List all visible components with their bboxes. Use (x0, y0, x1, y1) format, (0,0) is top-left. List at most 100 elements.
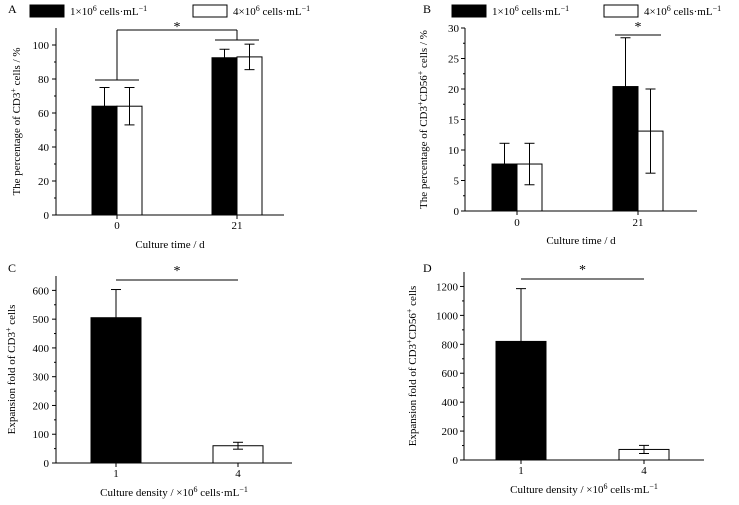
panel-c-y-tick-label: 400 (33, 343, 50, 355)
panel-c-x-axis-title-part: cells·mL (197, 487, 239, 499)
panel-a-legend-swatch (192, 4, 228, 18)
panel-b-y-axis-title-part: cells / % (418, 30, 430, 71)
panel-a-legend-swatch (29, 4, 65, 18)
panel-b-legend-label-part: −1 (713, 4, 722, 13)
panel-a-y-tick-label: 0 (44, 210, 50, 222)
panel-d-y-axis-title-part: cells (407, 286, 419, 309)
panel-b-x-tick-label: 0 (514, 217, 520, 229)
panel-c-y-tick-label: 200 (33, 400, 50, 412)
panel-a-x-tick-label: 21 (232, 220, 243, 232)
panel-a-legend-label-part: cells·mL (97, 6, 139, 18)
panel-b-x-axis-title: Culture time / d (546, 235, 616, 247)
panel-d-y-tick-label: 400 (442, 397, 459, 409)
panel-a-letter: A (8, 2, 17, 16)
panel-c-x-axis-title-part: −1 (239, 485, 248, 494)
panel-c-x-tick-label: 1 (113, 468, 119, 480)
panel-c-x-tick-label: 4 (235, 468, 241, 480)
panel-d-y-tick-label: 0 (453, 455, 459, 467)
panel-a-y-axis-title-part: cells / % (11, 47, 23, 88)
panel-b-legend-label-part: −1 (561, 4, 570, 13)
panel-d-x-tick-label: 1 (518, 465, 524, 477)
panel-d-x-axis-title-part: cells·mL (607, 484, 649, 496)
panel-b-legend-label-part: cells·mL (671, 6, 713, 18)
panel-b-legend-label-part: 1×10 (492, 6, 515, 18)
panel-a-legend-label-part: 4×10 (233, 6, 256, 18)
panel-a-legend-label: 4×106 cells·mL−1 (233, 4, 310, 19)
panel-b-sig-star: * (635, 20, 642, 35)
panel-c-y-tick-label: 600 (33, 285, 50, 297)
panel-c-x-axis-title-part: 6 (193, 485, 197, 494)
panel-b-legend-label-part: 4×10 (644, 6, 667, 18)
panel-b-y-axis-title-part: + (416, 101, 425, 106)
panel-b-legend-swatch (451, 4, 487, 18)
panel-d-x-axis-title: Culture density / ×106 cells·mL−1 (510, 482, 658, 497)
panel-a-y-tick-label: 100 (33, 40, 50, 52)
panel-b-y-tick-label: 15 (448, 115, 460, 127)
panel-a-legend-label-part: −1 (302, 4, 311, 13)
panel-c-y-axis-title: Expansion fold of CD3+ cells (4, 305, 19, 435)
panel-c-y-tick-label: 300 (33, 372, 50, 384)
panel-d-y-axis-title-part: + (405, 339, 414, 344)
panel-c-sig-star: * (174, 264, 181, 279)
panel-c-y-tick-label: 100 (33, 429, 50, 441)
panel-b-letter: B (423, 2, 431, 16)
panel-b-y-tick-label: 0 (454, 206, 460, 218)
panel-d-x-axis-title-part: −1 (649, 482, 658, 491)
panel-a-legend-label-part: cells·mL (260, 6, 302, 18)
panel-c-y-tick-label: 0 (44, 458, 50, 470)
panel-a-bar (236, 56, 263, 216)
panel-d-y-tick-label: 1000 (436, 310, 459, 322)
panel-c-y-tick-label: 500 (33, 314, 50, 326)
panel-a-y-axis-title-part: The percentage of CD3 (11, 92, 23, 195)
panel-b-y-tick-label: 20 (448, 84, 460, 96)
panel-a-legend-label-part: 6 (256, 4, 260, 13)
panel-d-x-axis-title-part: Culture density / ×10 (510, 484, 604, 496)
panel-a-legend-label-part: 6 (93, 4, 97, 13)
panel-d-y-axis-title-part: + (405, 308, 414, 313)
panel-c-letter: C (8, 261, 16, 275)
panel-a-bar (211, 57, 238, 216)
panel-b-x-tick-label: 21 (633, 217, 644, 229)
panel-a-legend-label-part: −1 (139, 4, 148, 13)
panel-b-legend-swatch (603, 4, 639, 18)
panel-c-x-axis-title: Culture density / ×106 cells·mL−1 (100, 485, 248, 500)
panel-b-y-tick-label: 5 (454, 176, 460, 188)
panel-b-y-axis-title-part: The percentage of CD3 (418, 106, 430, 209)
panel-d-sig-star: * (579, 263, 586, 278)
panel-a-legend-label: 1×106 cells·mL−1 (70, 4, 147, 19)
panel-a-y-tick-label: 20 (38, 176, 50, 188)
panel-a-y-tick-label: 60 (38, 108, 50, 120)
panel-c-y-axis-title-part: + (4, 327, 13, 332)
panel-b-y-tick-label: 25 (448, 54, 460, 66)
panel-a-y-axis-title-part: + (9, 88, 18, 93)
panel-b-y-tick-label: 10 (448, 145, 460, 157)
panel-d-y-tick-label: 800 (442, 339, 459, 351)
panel-b-y-axis-title-part: CD56 (418, 75, 430, 102)
panel-c-x-axis-title-part: Culture density / ×10 (100, 487, 194, 499)
panel-b-legend-label: 4×106 cells·mL−1 (644, 4, 721, 19)
panel-a-sig-star: * (174, 20, 181, 35)
panel-b-legend-label-part: 6 (515, 4, 519, 13)
panel-b-legend-label: 1×106 cells·mL−1 (492, 4, 569, 19)
panel-d-y-axis-title: Expansion fold of CD3+CD56+ cells (405, 286, 420, 447)
panel-a-x-tick-label: 0 (114, 220, 120, 232)
panel-d-y-tick-label: 200 (442, 426, 459, 438)
panel-b-legend-label-part: 6 (667, 4, 671, 13)
panel-d-x-tick-label: 4 (641, 465, 647, 477)
panel-b-y-axis-title-part: + (416, 70, 425, 75)
panel-a-legend-label-part: 1×10 (70, 6, 93, 18)
panel-c-y-axis-title-part: cells (6, 305, 18, 328)
panel-d-y-axis-title-part: CD56 (407, 313, 419, 340)
panel-a-x-axis-title: Culture time / d (135, 239, 205, 251)
panel-d-letter: D (423, 261, 432, 275)
panel-d-y-axis-title-part: Expansion fold of CD3 (407, 343, 419, 446)
panel-d-y-tick-label: 600 (442, 368, 459, 380)
panel-d-y-tick-label: 1200 (436, 281, 459, 293)
panel-a-y-tick-label: 80 (38, 74, 50, 86)
panel-a-y-axis-title: The percentage of CD3+ cells / % (9, 47, 24, 195)
panel-b-legend-label-part: cells·mL (519, 6, 561, 18)
panel-d-x-axis-title-part: 6 (603, 482, 607, 491)
panel-c-bar (90, 317, 142, 464)
panel-a-y-tick-label: 40 (38, 142, 50, 154)
